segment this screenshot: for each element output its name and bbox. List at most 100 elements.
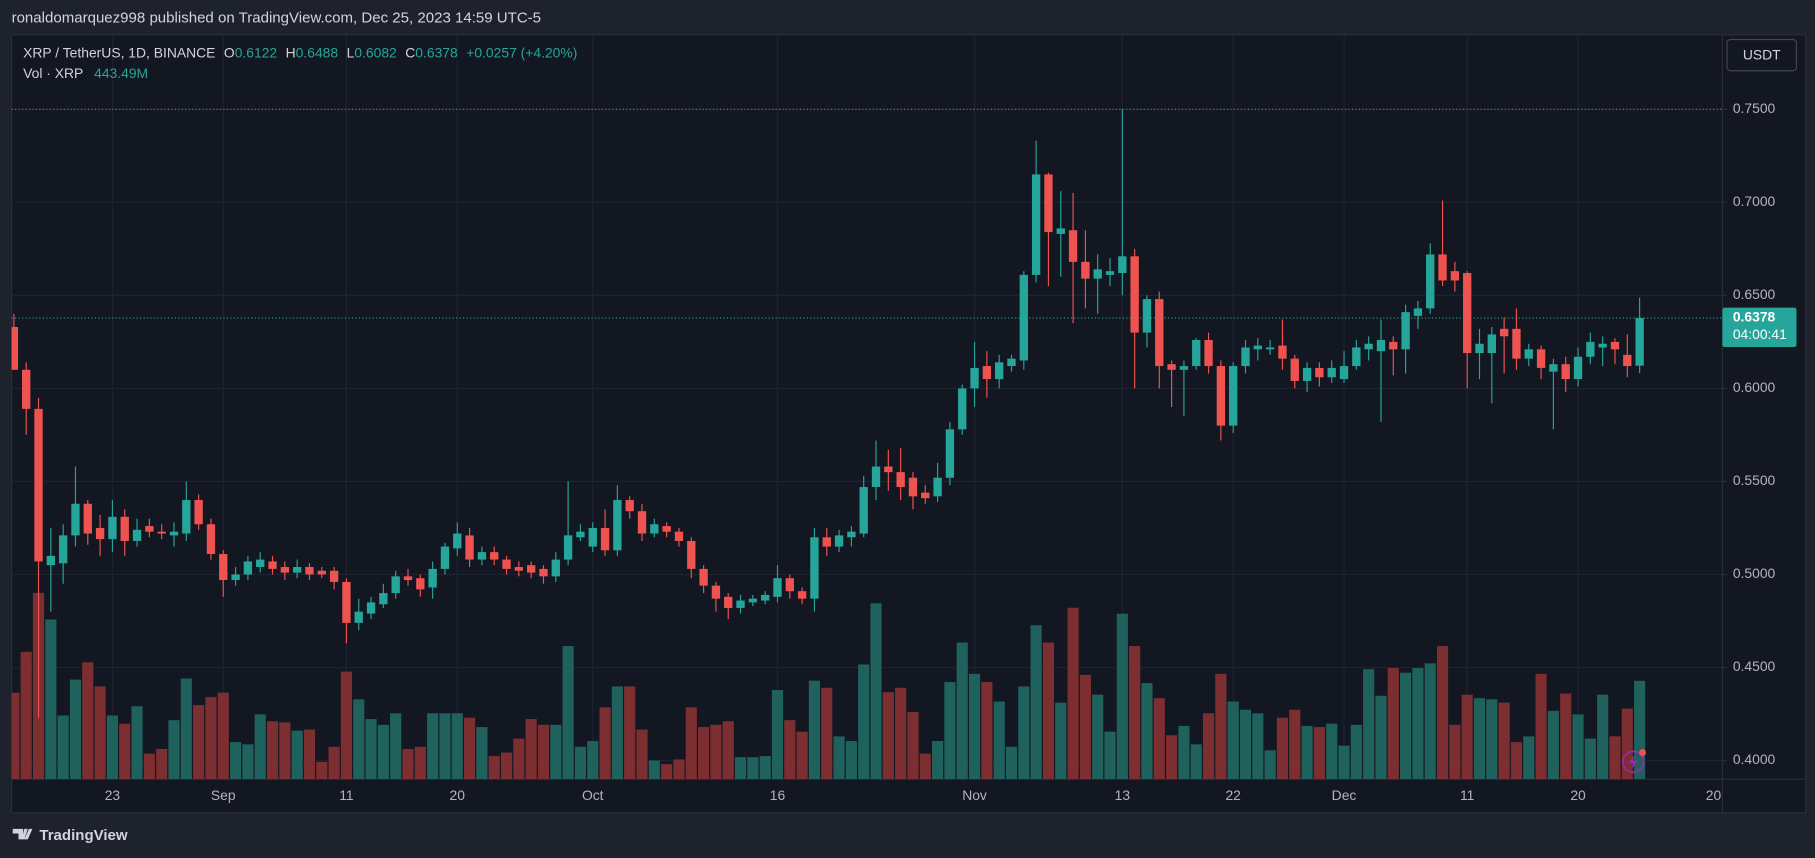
volume-bar [574,746,587,780]
candle-body [1376,340,1386,352]
candle-body [1610,341,1620,350]
candle-body [453,533,462,549]
candle-body [1364,343,1373,350]
candle-body [379,593,388,605]
volume-bar [1412,668,1424,780]
candle-body [83,503,92,534]
candle-body [1229,366,1238,426]
x-tick-label: Sep [211,787,236,803]
candle-body [1475,343,1484,354]
y-tick-label: 0.6500 [1733,286,1776,302]
alert-bolt [1628,754,1638,770]
candle-body [662,526,671,532]
volume-bar [919,753,931,780]
volume-bar [722,721,734,780]
candle-body [514,567,524,571]
volume-bar [845,741,857,780]
volume-bar [1276,717,1289,780]
candle-body [1155,299,1164,367]
volume-bar [57,715,69,780]
candle-body [736,600,745,608]
volume-bar [365,719,377,780]
x-tick-label: 16 [770,787,786,803]
candle-body [490,552,499,560]
volume-value: 443.49M [94,65,148,81]
volume-bar [1190,744,1202,780]
candle-body [995,362,1004,380]
volume-bar [1005,746,1018,780]
x-tick-label: 11 [1460,787,1475,803]
volume-bar [156,748,168,780]
volume-bar [1375,695,1387,780]
candle-body [182,500,191,534]
candle-body [625,500,634,512]
currency[interactable]: USDT [1743,46,1781,62]
y-tick-label: 0.4500 [1733,658,1776,674]
candle-body [687,540,696,569]
volume-bar [1166,735,1178,780]
volume-bar [131,706,143,780]
candle-body [11,326,19,370]
candle-body [1130,256,1139,333]
candle-body [1524,349,1533,359]
candle-body [145,526,154,532]
candle-body [1512,328,1521,359]
brand-name: TradingView [39,827,128,844]
candle-body [822,537,831,547]
y-tick-label: 0.5000 [1733,565,1776,581]
volume-bar [1597,694,1609,780]
low-label: L [347,44,355,60]
candle-layer [11,109,1644,718]
candle-body [1339,366,1349,380]
volume-bar [1461,694,1473,780]
volume-bar [562,646,574,780]
candle-body [563,535,573,560]
candle-body [588,527,597,547]
candle-body [95,527,105,540]
x-tick-label: 11 [339,787,354,803]
volume-bar [1079,674,1091,780]
volume-bar [291,730,303,780]
volume-bar [784,720,796,780]
candle-body [465,535,474,560]
x-tick-label: Nov [962,787,987,803]
y-tick-label: 0.4000 [1733,751,1776,767]
volume-bar [747,757,759,780]
candle-body [761,594,770,601]
candle-body [329,570,339,582]
candle-body [1290,358,1299,381]
candle-body [231,574,240,581]
candle-body [1450,271,1460,281]
alert-circle[interactable] [1621,750,1645,774]
candle-body [711,585,721,599]
volume-bar [944,682,956,780]
volume-bar [1609,736,1621,780]
candle-body [1549,364,1558,372]
volume-bar [353,699,365,780]
volume-bar [624,686,636,780]
candle-body [219,554,228,581]
volume-bar [1129,646,1141,780]
candle-body [416,578,425,590]
countdown: 04:00:41 [1733,326,1787,342]
volume-bar [94,686,106,780]
volume-bar [1153,698,1165,780]
candle-body [354,611,363,623]
volume-bar [439,713,451,780]
volume-layer [11,592,1646,780]
last-price-label: 0.6378 [1733,309,1776,325]
volume-bar [1141,683,1153,780]
volume-bar [525,719,537,780]
candle-body [1536,349,1546,368]
currency-button[interactable] [1726,38,1798,72]
volume-bar [1523,736,1535,780]
candle-body [1265,347,1275,350]
candle-body [1623,354,1632,367]
candle-body [539,568,548,577]
volume-bar [821,687,833,780]
volume-bar [328,746,340,780]
alert-icon[interactable] [1621,749,1647,774]
volume-bar [106,715,118,780]
candle-body [896,472,905,488]
